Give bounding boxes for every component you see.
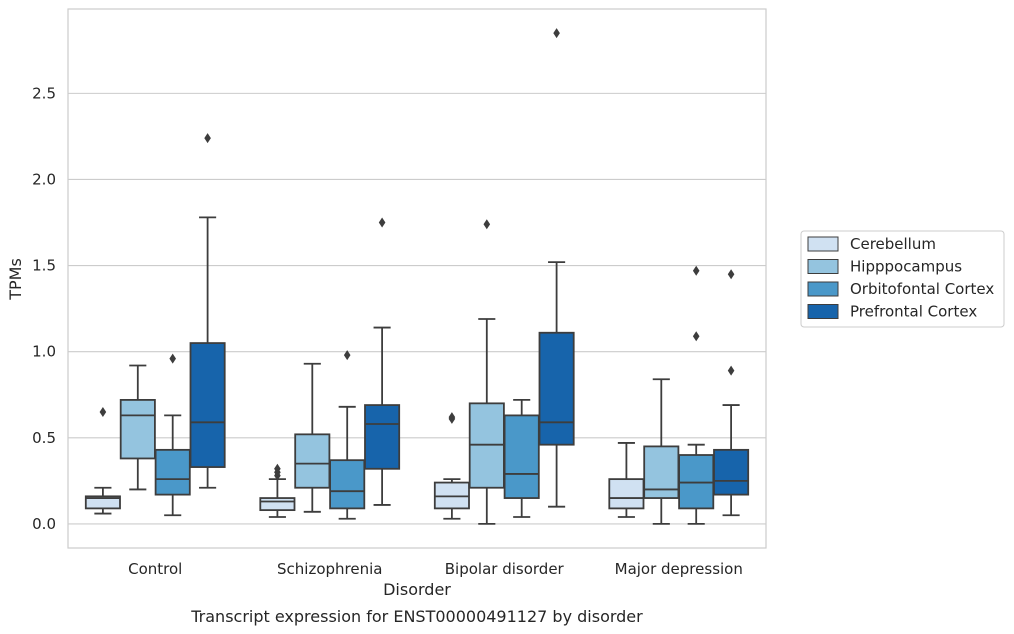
legend-label: Hipppocampus [850,258,962,276]
x-tick-label: Schizophrenia [277,560,382,578]
outlier-point [727,269,735,280]
outlier-point [692,265,700,276]
box-item [259,463,296,518]
box-item [364,217,401,506]
legend: Cerebellum Hipppocampus Orbitofontal Corte… [800,230,1005,328]
legend-item: Orbitofontal Cortex [807,280,994,298]
box-item [538,28,575,508]
series-prefrontal-cortex [189,28,750,517]
y-tick-label: 2.5 [32,84,56,102]
legend-item: Hipppocampus [807,258,962,276]
box-item [119,364,156,491]
legend-frame [800,230,1005,328]
legend-swatch [807,259,839,274]
box-item [154,353,191,517]
box-item [608,442,645,518]
outlier-point [692,331,700,342]
legend-label: Cerebellum [850,235,936,253]
legend-item: Prefrontal Cortex [807,303,977,321]
box-item [678,265,715,525]
outlier-point [448,412,456,423]
box-item [643,378,680,525]
y-axis-label: TPMs [6,258,25,301]
box [538,331,575,446]
y-tick-label: 1.0 [32,343,56,361]
x-tick-label: Control [128,560,182,578]
x-tick-label: Bipolar disorder [445,560,565,578]
outlier-point [343,350,351,361]
box [503,414,540,499]
box-item [468,219,505,525]
box [608,478,645,510]
box-item [294,362,331,513]
series-hipppocampus [119,219,680,525]
box [189,342,226,468]
x-axis-label: Disorder [383,580,451,599]
outlier-point [99,406,107,417]
box-item [503,399,540,518]
box [119,399,156,460]
x-tick-label: Major depression [615,560,743,578]
box [329,459,366,510]
box-item [84,406,121,515]
legend-swatch [807,236,839,252]
gridlines [68,92,766,525]
outlier-point [727,365,735,376]
box-series [84,28,750,525]
x-axis-ticks: Control Schizophrenia Bipolar disorder Majo… [128,560,743,578]
box [259,497,296,512]
outlier-point [483,219,491,230]
legend-swatch [807,281,839,297]
y-tick-label: 0.0 [32,515,56,533]
outlier-point [169,353,176,364]
box [364,404,401,470]
outlier-point [274,463,281,474]
outlier-point [378,217,386,228]
y-tick-label: 0.5 [32,429,56,447]
y-tick-label: 1.5 [32,257,56,275]
legend-label: Orbitofontal Cortex [850,280,994,298]
legend-item: Cerebellum [807,235,936,253]
box [713,448,750,496]
box-item [189,133,226,489]
box-item [329,350,366,520]
plot-area [67,8,767,549]
legend-label: Prefrontal Cortex [850,303,977,321]
outlier-point [204,133,211,144]
box-item [713,269,750,517]
chart-caption: Transcript expression for ENST0000049112… [190,607,643,626]
box [154,448,191,496]
legend-swatch [807,304,839,319]
box [294,433,331,489]
series-orbitofontal-cortex [154,265,715,525]
box [84,495,121,510]
y-tick-label: 2.0 [32,170,56,188]
outlier-point [553,28,560,39]
y-axis-ticks: 0.0 0.5 1.0 1.5 2.0 2.5 [32,84,56,533]
box-item [433,412,470,520]
